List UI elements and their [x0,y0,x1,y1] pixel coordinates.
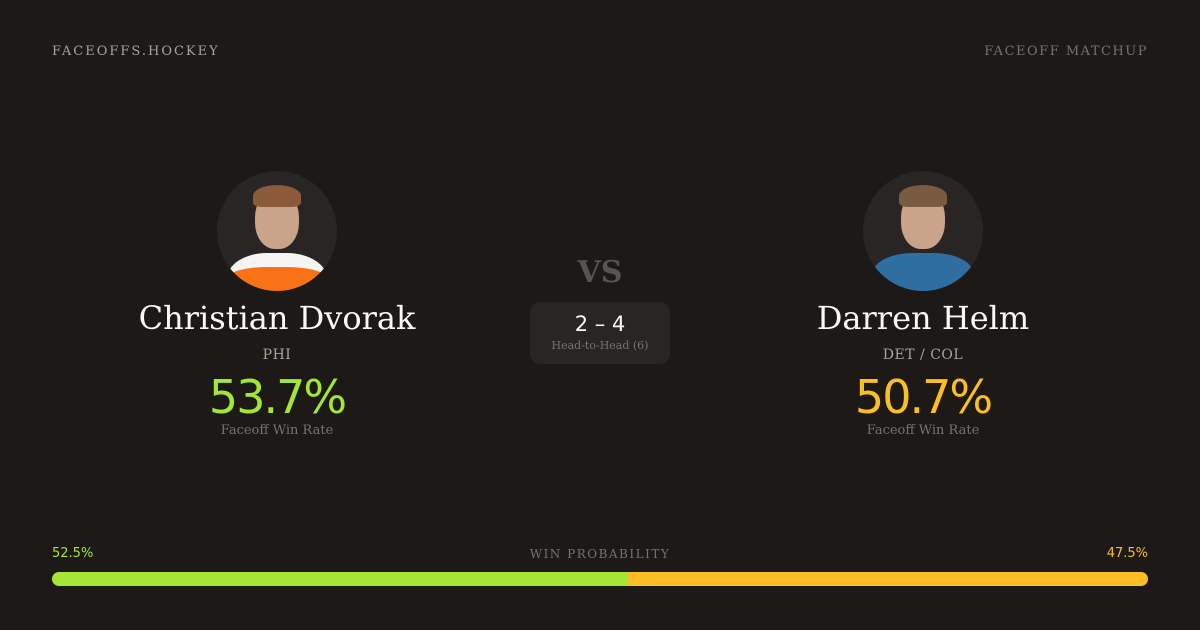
player-1-team: PHI [262,347,292,363]
player-card-1: Christian Dvorak PHI 53.7% Faceoff Win R… [77,171,477,438]
player-1-win-rate-label: Faceoff Win Rate [220,423,334,438]
head-to-head-score: 2 – 4 [574,312,626,336]
head-to-head-label: Head-to-Head (6) [551,339,649,352]
player-2-avatar [863,171,983,291]
win-probability-bar [52,572,1148,586]
player-1-win-rate: 53.7% [208,370,347,424]
win-probability-title: WIN PROBABILITY [529,547,671,561]
brand-logo-text: FACEOFFS.HOCKEY [52,44,220,59]
player-2-win-rate: 50.7% [854,370,993,424]
page-label: FACEOFF MATCHUP [984,44,1148,59]
player-1-win-probability: 52.5% [52,546,94,561]
player-card-2: Darren Helm DET / COL 50.7% Faceoff Win … [723,171,1123,438]
player-2-name: Darren Helm [816,299,1030,337]
player-1-avatar [217,171,337,291]
player-1-probability-segment [52,572,628,586]
player-2-probability-segment [627,572,1148,586]
player-2-win-probability: 47.5% [1106,546,1148,561]
player-2-win-rate-label: Faceoff Win Rate [866,423,980,438]
player-1-name: Christian Dvorak [138,299,416,337]
versus-label: VS [577,255,623,290]
player-2-team: DET / COL [882,347,964,363]
head-to-head-box: 2 – 4 Head-to-Head (6) [530,302,670,364]
